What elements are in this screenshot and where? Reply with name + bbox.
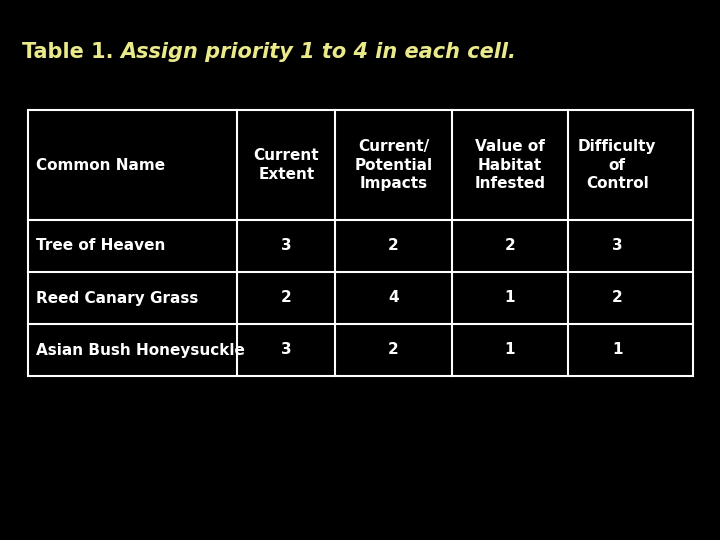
Text: Difficulty
of
Control: Difficulty of Control [578, 139, 657, 191]
Bar [28, 110, 693, 376]
Text: Value of
Habitat
Infested: Value of Habitat Infested [474, 139, 545, 191]
Text: 3: 3 [281, 239, 292, 253]
Text: Common Name: Common Name [36, 158, 165, 172]
Text: 1: 1 [612, 342, 623, 357]
Text: Tree of Heaven: Tree of Heaven [36, 239, 166, 253]
Text: Current/
Potential
Impacts: Current/ Potential Impacts [354, 139, 433, 191]
Text: 2: 2 [281, 291, 292, 306]
Text: Table 1.: Table 1. [22, 42, 121, 62]
Text: Asian Bush Honeysuckle: Asian Bush Honeysuckle [36, 342, 245, 357]
Text: 2: 2 [612, 291, 623, 306]
Text: 1: 1 [505, 291, 515, 306]
Text: 3: 3 [612, 239, 623, 253]
Text: 2: 2 [388, 342, 399, 357]
Text: 4: 4 [388, 291, 399, 306]
Text: 2: 2 [505, 239, 516, 253]
Text: 2: 2 [388, 239, 399, 253]
Text: 1: 1 [505, 342, 515, 357]
Text: 3: 3 [281, 342, 292, 357]
Text: Current
Extent: Current Extent [253, 148, 319, 182]
Text: Reed Canary Grass: Reed Canary Grass [36, 291, 199, 306]
Text: Assign priority 1 to 4 in each cell.: Assign priority 1 to 4 in each cell. [121, 42, 517, 62]
